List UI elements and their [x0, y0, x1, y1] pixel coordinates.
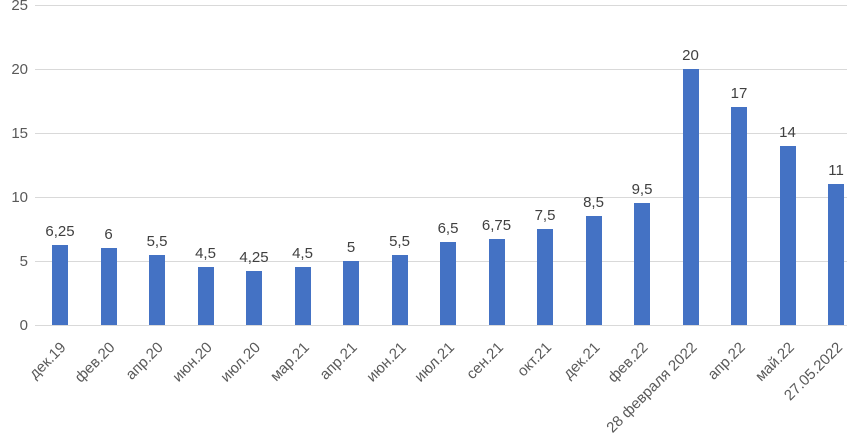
- bar-value-label: 5: [346, 239, 356, 256]
- bar-value-label: 6,5: [437, 219, 459, 237]
- bar-value-label: 5,5: [146, 232, 168, 250]
- x-axis-tick-label: 28 февраля 2022: [603, 339, 701, 437]
- bar-value-label: 4,5: [292, 245, 313, 263]
- y-axis-tick-label: 15: [11, 125, 28, 142]
- x-axis-tick-label: июл.20: [217, 339, 265, 386]
- x-axis-tick-label: дек.21: [560, 339, 604, 383]
- bar: [52, 245, 68, 325]
- bar: [779, 145, 796, 325]
- bar-value-label: 6,75: [481, 216, 512, 234]
- x-axis-tick-label: сен.21: [462, 339, 507, 383]
- bar-value-label: 11: [828, 162, 844, 180]
- bar: [585, 216, 602, 325]
- bar-value-label: 14: [779, 123, 796, 141]
- bar: [828, 184, 844, 325]
- x-axis-tick-label: апр.21: [316, 339, 362, 384]
- gridline: [35, 325, 847, 326]
- bar-value-label: 7,5: [534, 207, 556, 224]
- bar-value-label: 4,5: [195, 245, 216, 263]
- bar: [294, 267, 311, 325]
- bar: [682, 69, 699, 325]
- bar: [100, 248, 117, 325]
- bar-value-label: 4,25: [239, 248, 269, 266]
- gridline: [35, 133, 847, 134]
- x-axis-tick-label: дек.19: [26, 339, 71, 383]
- y-axis-tick-label: 0: [19, 317, 28, 334]
- bar-value-label: 6,25: [45, 223, 75, 240]
- x-axis-tick-label: фев.20: [71, 339, 119, 387]
- bar: [488, 238, 505, 325]
- x-axis-tick-label: июн.21: [363, 339, 410, 386]
- bar: [246, 270, 262, 325]
- y-axis-tick-label: 5: [19, 253, 28, 270]
- bar: [391, 254, 408, 325]
- gridline: [35, 5, 847, 6]
- bar-value-label: 8,5: [583, 194, 604, 212]
- gridline: [35, 69, 847, 70]
- bar: [537, 229, 553, 325]
- x-axis-tick-label: июн.20: [169, 339, 216, 386]
- y-axis-tick-label: 10: [11, 189, 28, 206]
- x-axis-tick-label: июл.21: [411, 339, 459, 386]
- bar-value-label: 6: [104, 226, 113, 244]
- x-axis-tick-label: апр.20: [122, 339, 168, 384]
- y-axis-tick-label: 20: [11, 61, 28, 78]
- bar-value-label: 17: [730, 85, 748, 103]
- x-axis-tick-label: май.22: [751, 339, 798, 385]
- x-axis-tick-label: фев.22: [604, 339, 653, 387]
- bar-value-label: 5,5: [389, 232, 410, 250]
- bar: [634, 203, 650, 325]
- y-axis-tick-label: 25: [11, 0, 28, 14]
- bar: [343, 261, 359, 325]
- bar: [149, 254, 165, 325]
- bar: [731, 107, 747, 325]
- bar: [197, 267, 214, 325]
- x-axis-tick-label: окт.21: [513, 339, 556, 381]
- bar: [440, 241, 456, 325]
- bar-value-label: 9,5: [631, 181, 653, 199]
- bar-value-label: 20: [682, 47, 699, 64]
- x-axis-tick-label: апр.22: [704, 339, 750, 384]
- x-axis-tick-label: мар.21: [266, 339, 313, 385]
- gridline: [35, 197, 847, 198]
